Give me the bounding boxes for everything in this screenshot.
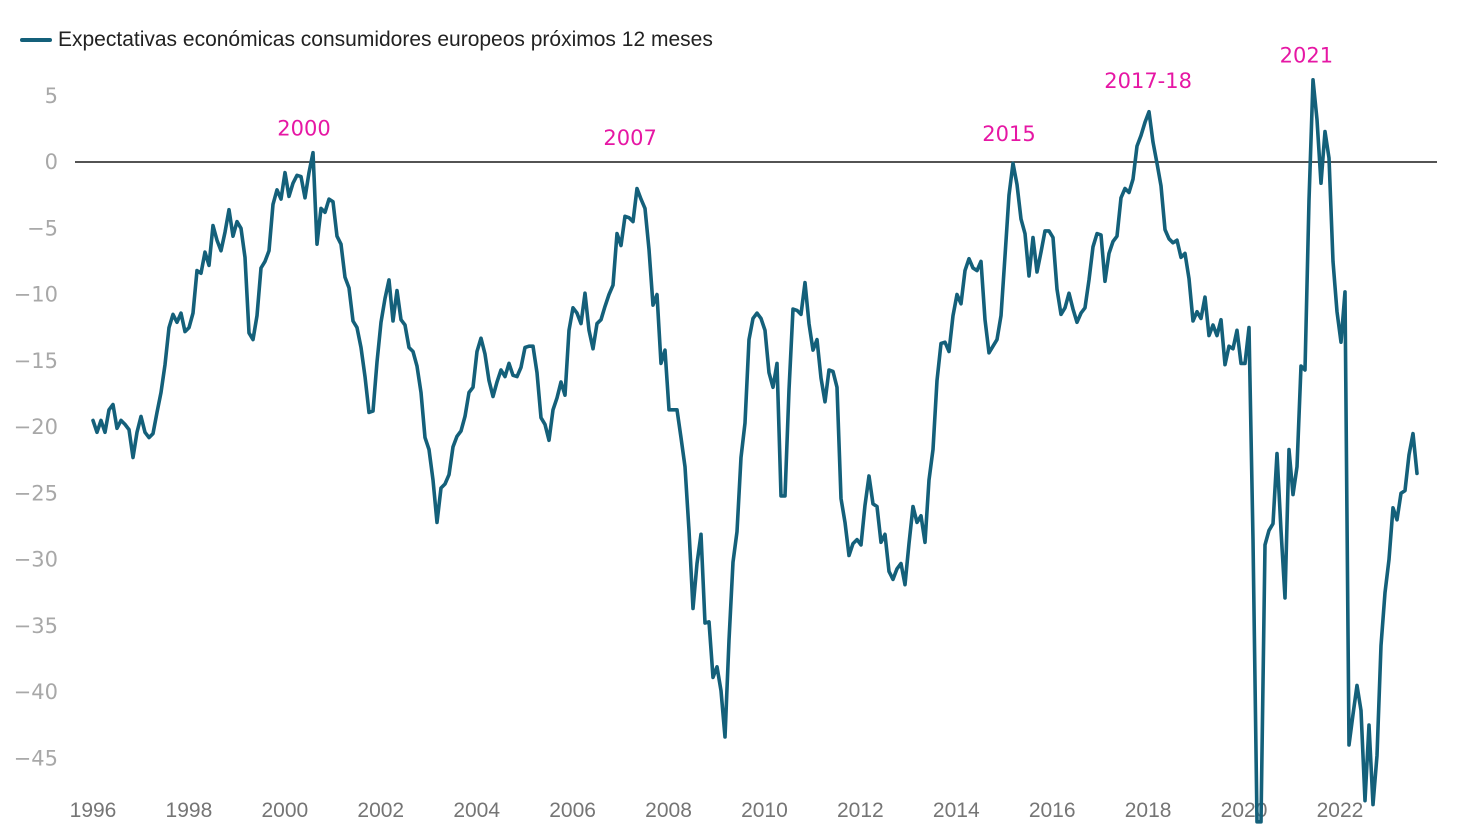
- y-tick-label: 5: [45, 84, 58, 108]
- x-tick-label: 2022: [1317, 799, 1364, 822]
- y-tick-label: −30: [14, 548, 58, 572]
- x-axis: 1996 1998 2000 2002 2004 2006 2008 2010 2012 2014…: [70, 799, 1364, 822]
- peak-annotation: 2000: [277, 117, 330, 141]
- peak-annotation: 2007: [603, 126, 656, 150]
- y-axis: 5 0 −5 −10 −15 −20 −25 −30 −35 −40 −45: [14, 84, 58, 771]
- x-tick-label: 2014: [933, 799, 980, 822]
- x-tick-label: 2004: [453, 799, 500, 822]
- peak-annotation: 2021: [1280, 44, 1333, 68]
- y-tick-label: −10: [14, 283, 58, 307]
- annotations: 2000 2007 2015 2017-18 2021: [277, 44, 1333, 150]
- x-tick-label: 2016: [1029, 799, 1076, 822]
- x-tick-label: 2002: [357, 799, 404, 822]
- x-tick-label: 2010: [741, 799, 788, 822]
- y-tick-label: −15: [14, 349, 58, 373]
- y-tick-label: −35: [14, 614, 58, 638]
- series-line-consumer-expectations: [91, 78, 1419, 824]
- peak-annotation: 2015: [982, 122, 1035, 146]
- x-tick-label: 2018: [1125, 799, 1172, 822]
- y-tick-label: −25: [14, 481, 58, 505]
- legend-label: Expectativas económicas consumidores eur…: [58, 28, 713, 51]
- chart-legend: Expectativas económicas consumidores eur…: [20, 27, 713, 53]
- legend-swatch: [20, 38, 52, 42]
- x-tick-label: 2008: [645, 799, 692, 822]
- y-tick-label: 0: [45, 150, 58, 174]
- x-tick-label: 2006: [549, 799, 596, 822]
- y-tick-label: −5: [27, 216, 58, 240]
- x-tick-label: 2000: [261, 799, 308, 822]
- y-tick-label: −20: [14, 415, 58, 439]
- x-tick-label: 1998: [166, 799, 213, 822]
- x-tick-label: 2012: [837, 799, 884, 822]
- peak-annotation: 2017-18: [1104, 69, 1192, 93]
- x-tick-label: 1996: [70, 799, 117, 822]
- y-tick-label: −45: [14, 746, 58, 770]
- y-tick-label: −40: [14, 680, 58, 704]
